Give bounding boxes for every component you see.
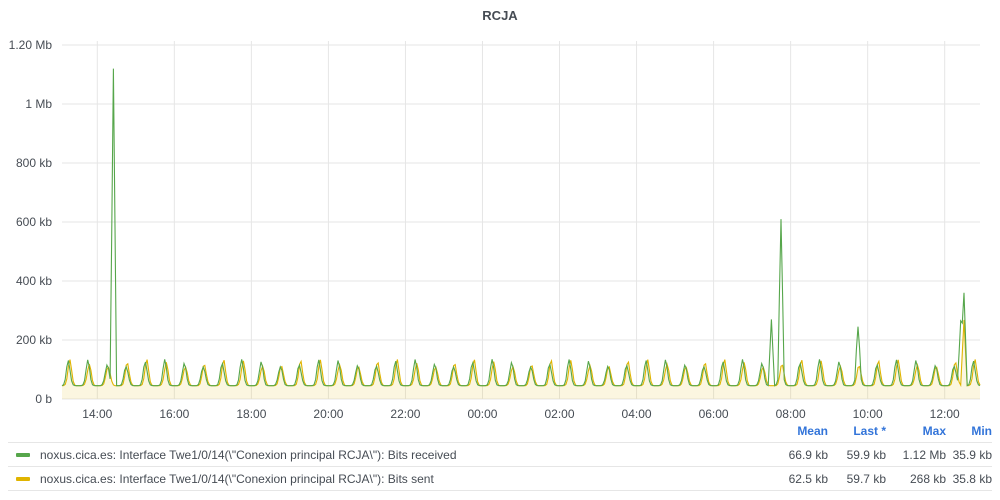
y-tick-label: 800 kb [16, 156, 52, 170]
legend-header-max[interactable]: Max [922, 424, 946, 438]
legend-series-name[interactable]: noxus.cica.es: Interface Twe1/0/14(\"Con… [40, 447, 457, 462]
legend-table: noxus.cica.es: Interface Twe1/0/14(\"Con… [8, 442, 992, 491]
legend-header-mean[interactable]: Mean [797, 424, 828, 438]
x-tick-label: 08:00 [776, 407, 806, 420]
legend-row-received[interactable]: noxus.cica.es: Interface Twe1/0/14(\"Con… [8, 442, 992, 466]
legend-value-last: 59.9 kb [846, 447, 886, 462]
legend-header-last[interactable]: Last * [853, 424, 886, 438]
legend-value-max: 268 kb [909, 471, 946, 486]
x-tick-label: 20:00 [313, 407, 343, 420]
series-sent-line[interactable] [61, 319, 981, 388]
x-tick-label: 14:00 [82, 407, 112, 420]
legend-swatch-sent[interactable] [16, 476, 30, 481]
panel-title[interactable]: RCJA [482, 8, 518, 23]
y-tick-label: 400 kb [16, 274, 52, 288]
y-tick-label: 0 b [35, 392, 52, 406]
x-tick-label: 18:00 [236, 407, 266, 420]
x-tick-label: 02:00 [545, 407, 575, 420]
legend-swatch-received[interactable] [16, 452, 30, 457]
y-tick-label: 200 kb [16, 333, 52, 347]
x-tick-label: 16:00 [159, 407, 189, 420]
legend-value-mean: 66.9 kb [788, 447, 828, 462]
x-tick-label: 22:00 [390, 407, 420, 420]
legend-row-sent[interactable]: noxus.cica.es: Interface Twe1/0/14(\"Con… [8, 466, 992, 491]
y-axis-labels: 0 b 200 kb 400 kb 600 kb 800 kb 1 Mb 1.20 Mb [9, 38, 53, 406]
legend-value-min: 35.9 kb [952, 447, 992, 462]
x-tick-label: 10:00 [853, 407, 883, 420]
series-layer [61, 68, 981, 399]
time-series-chart[interactable]: 0 b 200 kb 400 kb 600 kb 800 kb 1 Mb 1.20 Mb 1… [0, 0, 1000, 420]
y-tick-label: 600 kb [16, 215, 52, 229]
x-tick-label: 06:00 [699, 407, 729, 420]
legend-series-name[interactable]: noxus.cica.es: Interface Twe1/0/14(\"Con… [40, 471, 434, 486]
x-tick-label: 00:00 [467, 407, 497, 420]
series-received-line[interactable] [61, 68, 981, 387]
series-sent-area [62, 319, 980, 399]
legend-value-mean: 62.5 kb [788, 471, 828, 486]
legend-header: Mean Last * Max Min [768, 424, 992, 442]
y-tick-label: 1 Mb [25, 97, 52, 111]
y-tick-label: 1.20 Mb [9, 38, 53, 52]
legend-value-last: 59.7 kb [846, 471, 886, 486]
x-tick-label: 12:00 [930, 407, 960, 420]
legend-header-min[interactable]: Min [971, 424, 992, 438]
x-tick-label: 04:00 [622, 407, 652, 420]
legend-value-min: 35.8 kb [952, 471, 992, 486]
x-axis-labels: 14:00 16:00 18:00 20:00 22:00 00:00 02:00 04:00… [82, 407, 960, 420]
grid [62, 41, 980, 400]
legend-value-max: 1.12 Mb [902, 447, 946, 462]
